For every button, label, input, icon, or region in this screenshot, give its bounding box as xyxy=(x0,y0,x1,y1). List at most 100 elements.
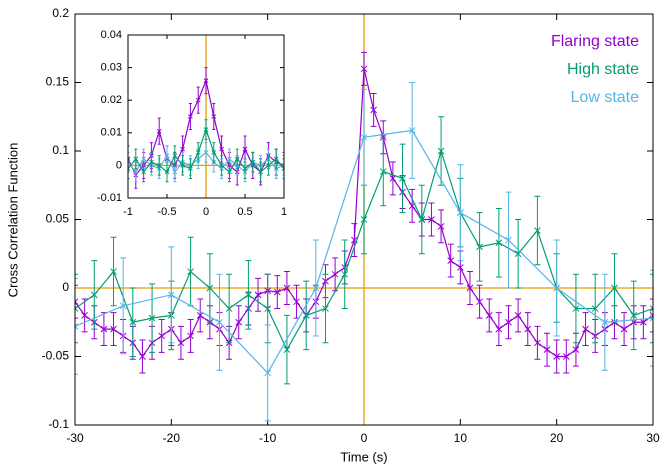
x-tick-label: 30 xyxy=(646,431,660,445)
marker xyxy=(211,114,217,119)
marker xyxy=(630,312,638,319)
marker xyxy=(81,312,88,319)
marker xyxy=(225,305,233,312)
marker xyxy=(534,339,541,347)
marker xyxy=(543,346,551,354)
plot-area xyxy=(75,14,653,425)
marker xyxy=(534,227,541,234)
marker xyxy=(485,312,493,319)
marker xyxy=(172,169,178,175)
marker xyxy=(562,353,570,360)
marker xyxy=(227,169,232,175)
marker xyxy=(195,97,201,103)
error-bar xyxy=(128,158,130,179)
y-tick-label: 0.05 xyxy=(46,212,70,226)
marker xyxy=(389,175,397,182)
marker xyxy=(273,156,279,162)
marker xyxy=(164,153,170,158)
marker xyxy=(219,146,224,152)
marker xyxy=(281,166,284,172)
marker xyxy=(149,159,154,165)
marker xyxy=(360,216,368,223)
error-bar xyxy=(128,151,130,173)
marker xyxy=(273,288,281,296)
marker xyxy=(235,318,243,326)
marker xyxy=(128,166,131,172)
marker xyxy=(437,222,445,230)
marker xyxy=(649,314,653,322)
marker xyxy=(129,318,137,326)
marker xyxy=(242,166,248,172)
marker xyxy=(75,305,79,312)
marker xyxy=(203,78,209,83)
x-tick-label: 20 xyxy=(550,431,564,445)
marker xyxy=(250,159,256,165)
y-tick-label: 0.04 xyxy=(101,29,122,41)
marker xyxy=(447,257,455,264)
marker xyxy=(196,312,204,319)
marker xyxy=(203,150,209,155)
marker xyxy=(582,325,589,333)
plot-frame xyxy=(127,34,285,199)
y-tick-label: 0.03 xyxy=(101,62,122,74)
error-bar xyxy=(282,158,284,179)
marker xyxy=(128,159,131,165)
marker xyxy=(110,268,117,275)
marker xyxy=(75,298,79,306)
error-bar xyxy=(75,284,78,319)
marker xyxy=(437,147,445,155)
marker xyxy=(456,209,464,217)
marker xyxy=(188,166,193,172)
marker xyxy=(514,312,522,319)
marker xyxy=(211,150,217,155)
y-tick-label: 0 xyxy=(62,280,69,294)
marker xyxy=(572,305,580,312)
marker xyxy=(408,127,416,134)
marker xyxy=(264,305,272,312)
y-axis-label: Cross Correlation Function xyxy=(5,143,20,298)
plot-area xyxy=(128,35,284,198)
marker xyxy=(466,284,474,292)
marker xyxy=(266,163,271,168)
marker xyxy=(428,216,435,223)
marker xyxy=(180,163,185,168)
marker xyxy=(227,156,232,162)
marker xyxy=(139,353,146,360)
marker xyxy=(331,270,339,278)
marker xyxy=(524,325,532,333)
legend-entry: Low state xyxy=(571,89,640,106)
marker xyxy=(505,236,512,244)
marker xyxy=(312,284,320,292)
marker xyxy=(601,318,609,326)
marker xyxy=(418,216,426,223)
marker xyxy=(360,133,368,141)
x-tick-label: 0 xyxy=(361,431,368,445)
marker xyxy=(360,65,368,73)
marker xyxy=(188,114,193,119)
marker xyxy=(219,163,224,168)
error-bar xyxy=(75,273,78,344)
x-tick-label: 0.5 xyxy=(237,206,252,218)
marker xyxy=(195,150,201,155)
marker xyxy=(495,325,503,333)
y-tick-label: -0.05 xyxy=(42,349,70,363)
x-axis-label: Time (s) xyxy=(340,449,387,464)
marker xyxy=(341,270,349,278)
legend: Flaring state High state Low state xyxy=(551,33,639,106)
marker xyxy=(476,298,483,306)
marker xyxy=(649,305,653,312)
marker xyxy=(553,353,561,360)
marker xyxy=(172,153,178,158)
legend-entry: High state xyxy=(567,61,639,78)
marker xyxy=(379,168,387,175)
marker xyxy=(180,146,185,152)
inset-plot: -1 -0.5 0 0.5 1 -0.01 0 0.01 0.02 0.03 0.04 xyxy=(97,29,287,218)
y-tick-label: 0.1 xyxy=(52,143,69,157)
y-tick-label: 0 xyxy=(116,159,122,171)
error-bar xyxy=(282,155,284,176)
x-tick-label: -20 xyxy=(163,431,181,445)
marker xyxy=(148,314,156,322)
x-tick-label: 1 xyxy=(281,206,287,218)
marker xyxy=(133,169,139,175)
